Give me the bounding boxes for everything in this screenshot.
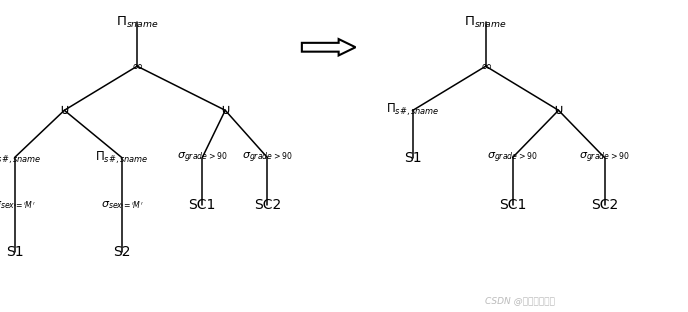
Text: $\infty$: $\infty$ xyxy=(131,59,143,73)
Text: $\infty$: $\infty$ xyxy=(480,59,492,73)
Text: $\sigma_{sex='M'}$: $\sigma_{sex='M'}$ xyxy=(0,199,36,211)
Text: $\sigma_{grade>90}$: $\sigma_{grade>90}$ xyxy=(487,150,538,165)
Text: $\sigma_{grade>90}$: $\sigma_{grade>90}$ xyxy=(242,150,292,165)
Text: $\sigma_{grade>90}$: $\sigma_{grade>90}$ xyxy=(579,150,630,165)
Text: CSDN @大懒猫的午觉: CSDN @大懒猫的午觉 xyxy=(485,296,555,305)
Text: $\Pi_{sname}$: $\Pi_{sname}$ xyxy=(116,14,158,30)
Text: SC2: SC2 xyxy=(254,198,281,212)
Text: $\Pi_{s\#,sname}$: $\Pi_{s\#,sname}$ xyxy=(95,149,149,166)
Text: S2: S2 xyxy=(113,245,131,259)
Text: $\sigma_{grade>90}$: $\sigma_{grade>90}$ xyxy=(177,150,228,165)
Text: $\Pi_{sname}$: $\Pi_{sname}$ xyxy=(464,14,507,30)
Text: S1: S1 xyxy=(404,151,422,164)
Text: $\cup$: $\cup$ xyxy=(553,103,563,117)
FancyArrow shape xyxy=(302,39,356,56)
Text: S1: S1 xyxy=(6,245,23,259)
Text: $\Pi_{s\#,sname}$: $\Pi_{s\#,sname}$ xyxy=(386,102,440,119)
Text: SC1: SC1 xyxy=(189,198,216,212)
Text: $\cup$: $\cup$ xyxy=(59,103,69,117)
Text: $\sigma_{sex='M'}$: $\sigma_{sex='M'}$ xyxy=(100,199,143,211)
Text: $\Pi_{s\#,sname}$: $\Pi_{s\#,sname}$ xyxy=(0,149,41,166)
Text: SC1: SC1 xyxy=(499,198,526,212)
Text: $\cup$: $\cup$ xyxy=(220,103,230,117)
Text: SC2: SC2 xyxy=(591,198,618,212)
